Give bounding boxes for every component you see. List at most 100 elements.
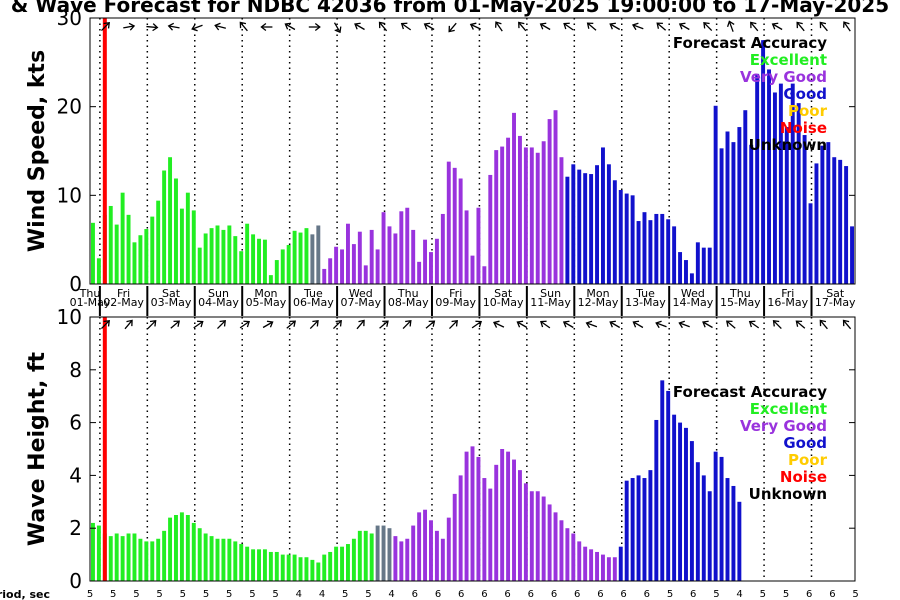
legend-item: Good (783, 434, 827, 452)
bar-excellent (274, 260, 279, 284)
period-label: Period, sec (0, 588, 50, 600)
y-tick-label: 10 (57, 183, 82, 207)
bar-excellent (126, 214, 131, 284)
bar-excellent (298, 232, 303, 284)
day-name-label: Tue (303, 287, 323, 300)
period-value: 4 (736, 589, 742, 600)
period-value: 5 (133, 589, 139, 600)
bar-very-good (429, 520, 433, 581)
direction-arrow-icon (655, 320, 667, 329)
bar-good (666, 390, 671, 581)
period-value: 6 (504, 589, 510, 600)
bar-good (826, 142, 831, 284)
bar-excellent (304, 228, 309, 284)
bar-very-good (476, 456, 481, 581)
bar-excellent (162, 170, 167, 284)
bar-good (790, 83, 795, 284)
bar-good (713, 105, 718, 284)
bar-good (577, 169, 582, 284)
bar-very-good (446, 161, 451, 284)
bar-excellent (262, 239, 267, 284)
bar-very-good (440, 538, 445, 581)
direction-arrow-icon (702, 320, 713, 329)
bar-good (701, 475, 706, 581)
period-value: 6 (644, 589, 650, 600)
direction-arrow-icon (703, 22, 713, 31)
period-value: 6 (806, 589, 812, 600)
period-value: 5 (226, 589, 232, 600)
bar-very-good (399, 541, 404, 581)
direction-arrow-icon (101, 320, 110, 329)
bar-excellent (138, 235, 143, 284)
y-tick-label: 20 (57, 95, 82, 119)
bar-excellent (363, 530, 368, 581)
bar-excellent (197, 247, 202, 284)
bar-excellent (185, 192, 190, 284)
bar-very-good (411, 525, 416, 581)
bar-unknown (381, 525, 386, 581)
bar-excellent (262, 549, 267, 581)
direction-arrow-icon (239, 320, 250, 329)
direction-arrow-icon (284, 22, 296, 31)
bar-excellent (357, 530, 362, 581)
bar-very-good (387, 226, 392, 284)
bar-good (642, 478, 647, 581)
legend-item: Noise (780, 119, 827, 137)
bar-excellent (286, 244, 291, 284)
bar-very-good (488, 488, 493, 581)
direction-arrow-icon (354, 22, 365, 31)
bar-excellent (221, 229, 226, 284)
bar-excellent (221, 538, 226, 581)
plot-frame (89, 17, 856, 285)
bar-excellent (346, 544, 350, 581)
bar-excellent (162, 530, 167, 581)
date-label: 09-May (435, 296, 476, 309)
bar-excellent (292, 230, 297, 284)
bar-very-good (523, 147, 528, 284)
direction-arrow-icon (309, 320, 319, 329)
direction-arrow-icon (748, 320, 760, 329)
bar-excellent (209, 228, 214, 284)
date-label: 05-May (246, 296, 287, 309)
legend-item: Poor (788, 102, 828, 120)
direction-arrow-icon (214, 22, 226, 31)
bar-very-good (464, 210, 469, 284)
direction-arrow-icon (286, 320, 297, 329)
bar-excellent (185, 515, 190, 581)
bar-very-good (423, 509, 428, 581)
date-label: 08-May (388, 296, 429, 309)
bar-very-good (494, 150, 499, 284)
period-value: 6 (481, 589, 487, 600)
day-name-label: Sat (162, 287, 181, 300)
bar-very-good (452, 167, 457, 284)
period-value: 6 (458, 589, 464, 600)
direction-arrow-icon (631, 22, 644, 31)
date-label: 03-May (151, 296, 192, 309)
direction-arrow-icon (191, 23, 203, 32)
bar-good (767, 69, 771, 285)
bar-good (707, 247, 712, 284)
bar-very-good (334, 246, 339, 284)
bar-very-good (482, 266, 487, 284)
bar-very-good (541, 141, 546, 284)
direction-arrow-icon (493, 320, 505, 328)
bar-good (589, 174, 594, 284)
bar-good (820, 145, 825, 284)
bar-good (624, 193, 629, 284)
period-value: 6 (597, 589, 603, 600)
bar-excellent (239, 544, 244, 581)
date-label: 11-May (530, 296, 571, 309)
bar-good (678, 252, 683, 284)
bar-good (583, 173, 588, 284)
direction-arrow-icon (448, 22, 457, 33)
bar-very-good (470, 446, 475, 581)
date-label: 10-May (483, 296, 524, 309)
bar-excellent (126, 533, 131, 581)
bar-very-good (328, 258, 333, 284)
bar-good (778, 83, 783, 284)
direction-arrow-icon (678, 320, 690, 329)
bar-excellent (191, 210, 196, 284)
direction-arrow-icon (726, 20, 735, 32)
bar-very-good (559, 520, 564, 581)
date-label: 15-May (720, 296, 761, 309)
